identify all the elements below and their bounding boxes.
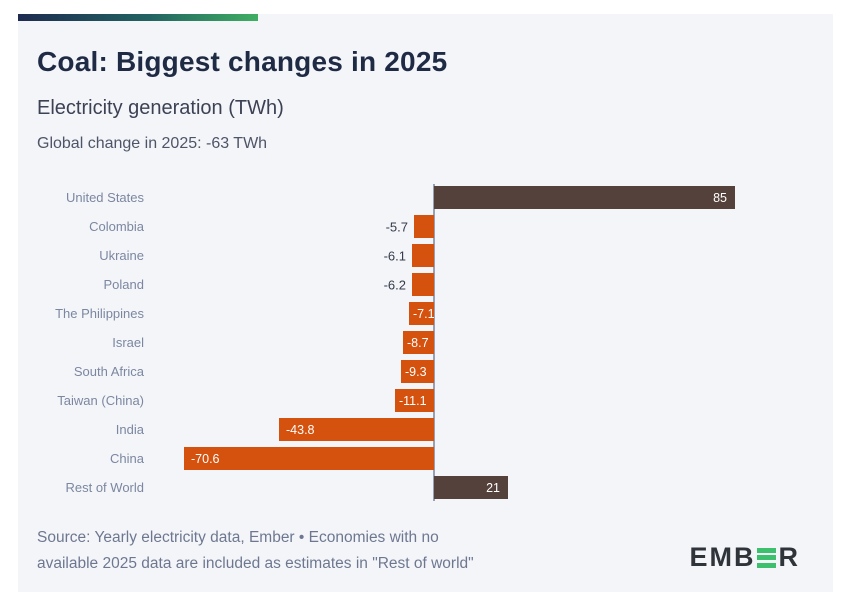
global-change-annotation: Global change in 2025: -63 TWh	[37, 135, 268, 152]
value-label: 85	[713, 190, 727, 205]
plot-area: -11.1	[144, 386, 814, 415]
value-label: -7.1	[413, 306, 435, 321]
category-label: Taiwan (China)	[57, 393, 144, 408]
category-label: Colombia	[89, 219, 144, 234]
source-line-1: Source: Yearly electricity data, Ember •…	[37, 529, 439, 546]
value-label: -8.7	[407, 335, 429, 350]
category-label: Israel	[112, 335, 144, 350]
plot-area: 85	[144, 183, 814, 212]
value-label: -5.7	[385, 219, 408, 234]
bar	[414, 215, 434, 238]
chart-row: South Africa -9.3	[37, 357, 814, 386]
page-title: Coal: Biggest changes in 2025	[37, 46, 448, 77]
chart-row: The Philippines -7.1	[37, 299, 814, 328]
ember-logo-green-e-icon	[756, 547, 776, 568]
zero-axis	[433, 184, 435, 501]
source-line-2: available 2025 data are included as esti…	[37, 555, 474, 572]
plot-area: -7.1	[144, 299, 814, 328]
source-note: Source: Yearly electricity data, Ember •…	[37, 525, 474, 577]
bar: -9.3	[401, 360, 434, 383]
plot-area: -6.1	[144, 241, 814, 270]
category-label: The Philippines	[55, 306, 144, 321]
plot-area: -8.7	[144, 328, 814, 357]
value-label: 21	[486, 480, 500, 495]
bar: 85	[434, 186, 735, 209]
category-label: India	[115, 422, 144, 437]
ember-logo-letter-right: R	[778, 542, 800, 572]
plot-area: -5.7	[144, 212, 814, 241]
chart-row: Colombia -5.7	[37, 212, 814, 241]
value-label: -6.2	[383, 277, 406, 292]
plot-area: 21	[144, 473, 814, 502]
plot-area: -43.8	[144, 415, 814, 444]
chart-card: Coal: Biggest changes in 2025 Electricit…	[18, 14, 833, 592]
plot-area: -70.6	[144, 444, 814, 473]
bar: -70.6	[184, 447, 434, 470]
category-label: Poland	[103, 277, 144, 292]
value-label: -11.1	[399, 393, 427, 408]
bar	[412, 273, 434, 296]
chart-row: India -43.8	[37, 415, 814, 444]
brand-gradient-bar	[18, 14, 258, 21]
ember-logo: EMB R	[690, 542, 801, 573]
bar-chart: United States 85 Colombia -5.7 Ukraine -6.1 Po…	[37, 183, 814, 502]
plot-area: -9.3	[144, 357, 814, 386]
chart-row: China -70.6	[37, 444, 814, 473]
bar: -11.1	[395, 389, 434, 412]
chart-subtitle: Electricity generation (TWh)	[37, 97, 284, 119]
chart-row: Poland -6.2	[37, 270, 814, 299]
value-label: -43.8	[286, 422, 315, 437]
category-label: China	[110, 451, 144, 466]
value-label: -9.3	[405, 364, 427, 379]
ember-logo-letters-left: EMB	[689, 542, 756, 572]
chart-row: Ukraine -6.1	[37, 241, 814, 270]
chart-row: United States 85	[37, 183, 814, 212]
value-label: -70.6	[191, 451, 220, 466]
category-label: Rest of World	[65, 480, 144, 495]
plot-area: -6.2	[144, 270, 814, 299]
value-label: -6.1	[383, 248, 406, 263]
bar: 21	[434, 476, 508, 499]
bar: -43.8	[279, 418, 434, 441]
chart-row: Taiwan (China) -11.1	[37, 386, 814, 415]
bar: -7.1	[409, 302, 435, 325]
bar	[412, 244, 434, 267]
bar: -8.7	[403, 331, 434, 354]
category-label: South Africa	[73, 364, 144, 379]
category-label: United States	[65, 190, 144, 205]
chart-row: Rest of World 21	[37, 473, 814, 502]
category-label: Ukraine	[99, 248, 144, 263]
chart-row: Israel -8.7	[37, 328, 814, 357]
